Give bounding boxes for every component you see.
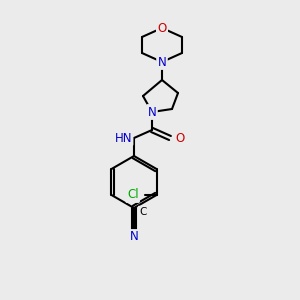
Text: N: N [148, 106, 156, 118]
Text: N: N [130, 230, 138, 244]
Text: HN: HN [115, 131, 132, 145]
Text: N: N [158, 56, 166, 68]
Text: C: C [139, 207, 146, 217]
Text: O: O [158, 22, 166, 34]
Text: O: O [175, 131, 184, 145]
Text: Cl: Cl [127, 188, 139, 202]
